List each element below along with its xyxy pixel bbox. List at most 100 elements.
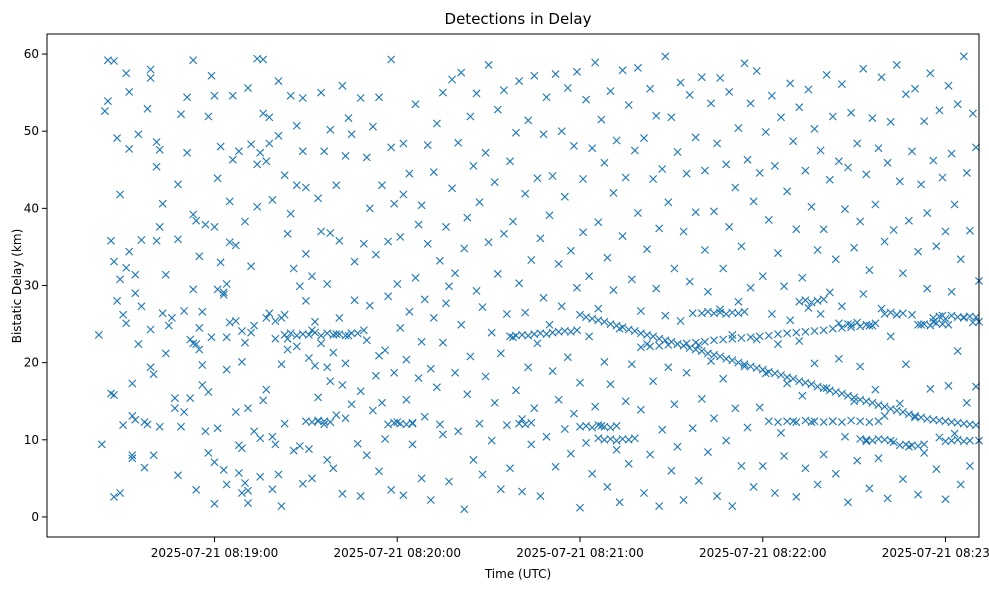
- data-point: [783, 417, 792, 426]
- data-point: [588, 469, 597, 478]
- data-point: [956, 255, 965, 264]
- data-point: [783, 187, 792, 196]
- data-point: [247, 262, 256, 271]
- data-point: [244, 499, 252, 508]
- data-point: [496, 349, 505, 358]
- data-point: [898, 269, 907, 278]
- data-point: [146, 325, 155, 334]
- data-point: [898, 475, 907, 484]
- data-point: [225, 238, 234, 247]
- data-point: [767, 310, 776, 318]
- data-point: [920, 448, 929, 457]
- data-point: [499, 86, 508, 95]
- data-point: [347, 130, 356, 139]
- data-point: [649, 332, 658, 341]
- data-point: [381, 435, 390, 443]
- data-point: [262, 157, 271, 166]
- data-point: [853, 318, 862, 327]
- data-point: [926, 321, 935, 330]
- data-point: [210, 458, 219, 467]
- data-point: [472, 286, 481, 295]
- data-point: [384, 237, 393, 246]
- data-point: [606, 423, 615, 432]
- data-point: [499, 229, 508, 238]
- data-point: [716, 305, 725, 314]
- data-point: [259, 396, 268, 405]
- data-point: [484, 238, 493, 247]
- data-point: [703, 448, 712, 457]
- data-point: [740, 360, 749, 369]
- data-point: [524, 331, 533, 340]
- data-point: [734, 297, 743, 306]
- y-tick-label: 50: [24, 124, 39, 138]
- data-point: [972, 421, 980, 430]
- data-point: [341, 414, 350, 423]
- data-point: [874, 417, 883, 426]
- data-point: [868, 398, 877, 407]
- data-point: [892, 310, 901, 319]
- data-point: [140, 463, 149, 472]
- data-point: [207, 71, 216, 80]
- data-point: [886, 117, 895, 126]
- data-point: [956, 480, 965, 489]
- data-point: [911, 413, 919, 422]
- data-point: [216, 258, 225, 267]
- data-point: [746, 362, 755, 371]
- data-point: [317, 88, 326, 97]
- data-point: [819, 384, 828, 393]
- data-point: [871, 319, 880, 328]
- data-point: [828, 112, 837, 121]
- data-point: [725, 222, 734, 231]
- data-point: [573, 283, 581, 292]
- data-point: [207, 333, 216, 342]
- data-point: [850, 397, 859, 406]
- data-point: [917, 180, 926, 189]
- data-point: [972, 143, 980, 152]
- data-point: [451, 368, 460, 377]
- data-point: [292, 181, 301, 190]
- data-point: [448, 184, 457, 193]
- data-point: [594, 304, 603, 313]
- data-point: [914, 442, 923, 450]
- data-point: [399, 491, 408, 500]
- data-point: [225, 318, 234, 327]
- data-point: [177, 422, 185, 431]
- data-point: [198, 381, 207, 389]
- data-point: [770, 489, 779, 497]
- data-point: [664, 340, 673, 349]
- y-axis: 0 10 20 30 40 50 60: [24, 47, 47, 524]
- data-point: [323, 280, 332, 288]
- data-point: [825, 288, 834, 297]
- data-point: [710, 207, 718, 216]
- data-point: [128, 454, 137, 463]
- data-point: [895, 177, 904, 186]
- data-point: [551, 70, 560, 79]
- data-point: [326, 125, 335, 134]
- data-point: [110, 257, 118, 266]
- data-point: [697, 347, 706, 356]
- data-point: [783, 373, 792, 382]
- data-point: [198, 307, 207, 316]
- data-point: [795, 297, 804, 306]
- data-point: [110, 492, 118, 501]
- data-point: [481, 148, 490, 157]
- data-point: [831, 388, 840, 396]
- data-point: [563, 353, 572, 362]
- data-point: [573, 326, 581, 335]
- data-point: [210, 499, 219, 508]
- y-tick-label: 20: [24, 356, 39, 370]
- data-point: [606, 87, 615, 96]
- data-point: [402, 355, 411, 364]
- data-point: [847, 416, 856, 425]
- data-point: [97, 440, 106, 449]
- data-point: [213, 174, 222, 183]
- y-tick-label: 60: [24, 47, 39, 61]
- data-point: [280, 330, 289, 339]
- data-point: [874, 454, 883, 463]
- data-point: [308, 474, 316, 483]
- data-point: [304, 330, 313, 339]
- data-point: [475, 198, 484, 207]
- data-point: [317, 331, 326, 340]
- data-point: [454, 138, 463, 147]
